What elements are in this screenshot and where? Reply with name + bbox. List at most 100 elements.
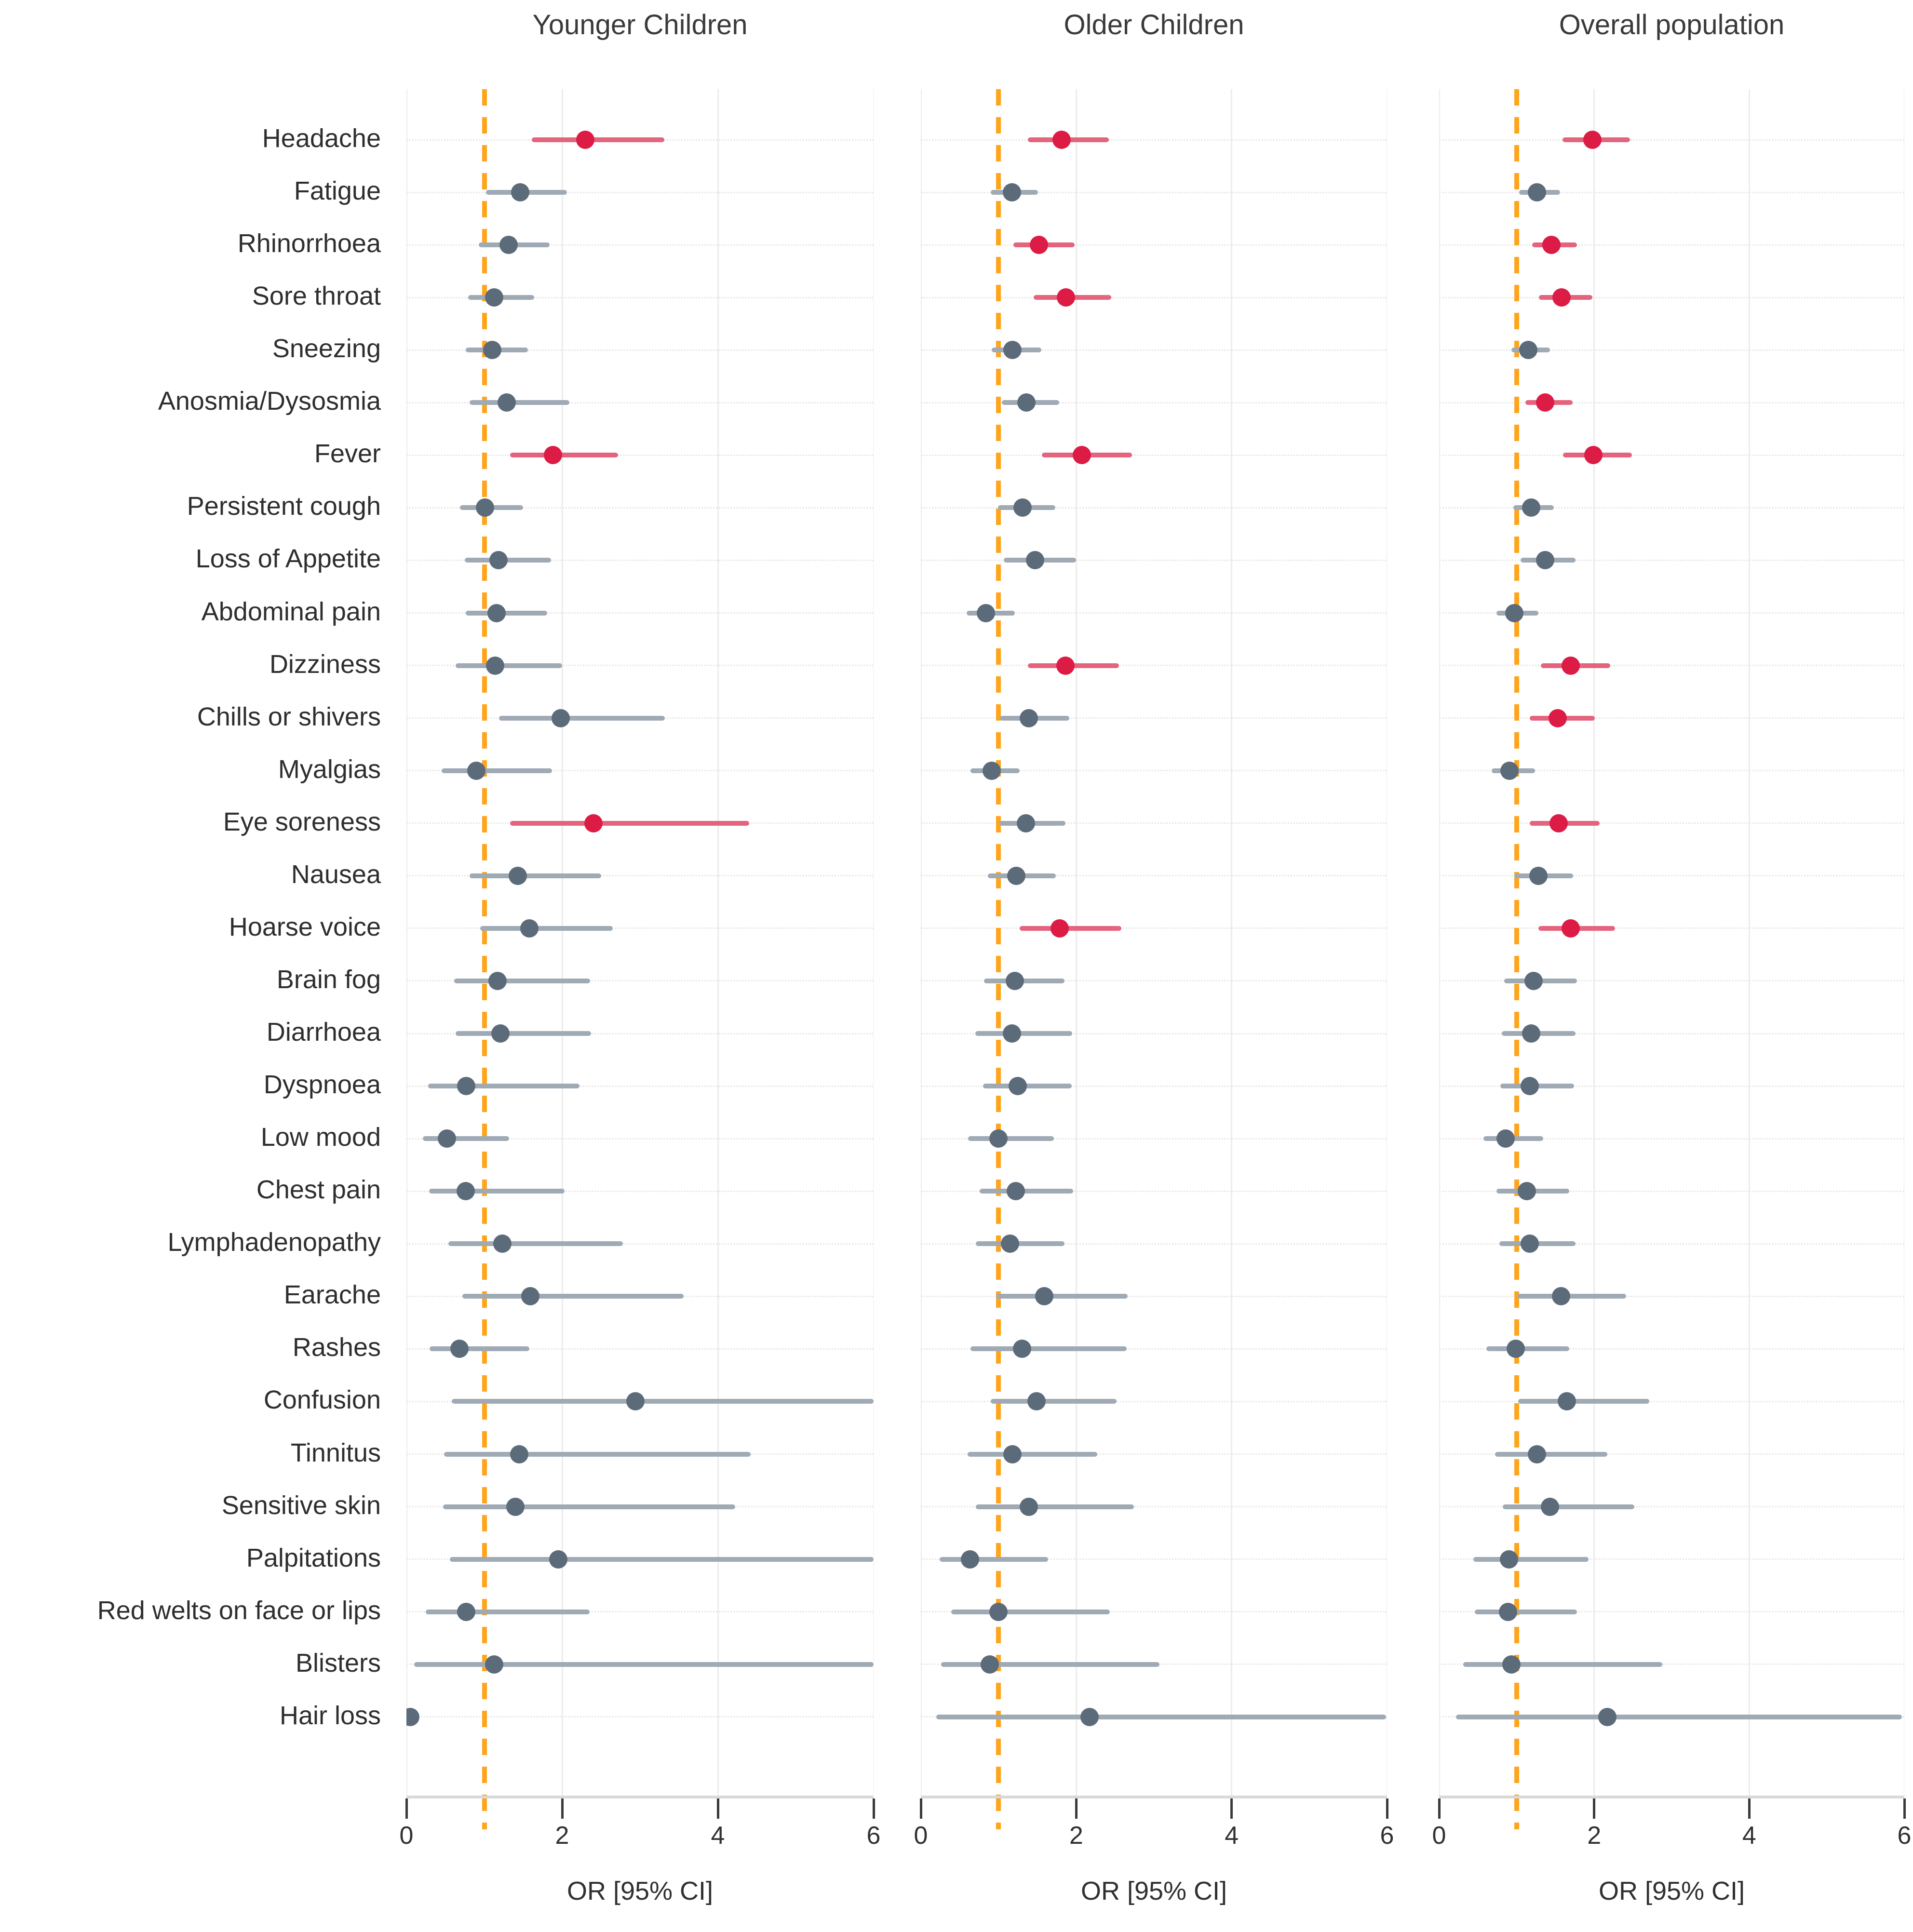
ci-bar (448, 1241, 623, 1247)
ci-bar (983, 1084, 1072, 1089)
point-estimate-dot (1003, 341, 1022, 360)
row-label: Loss of Appetite (195, 544, 381, 574)
point-estimate-dot (493, 1234, 512, 1253)
x-axis-line (921, 1796, 1387, 1798)
x-axis-tick (405, 1798, 408, 1819)
x-axis-tick-label: 4 (1742, 1822, 1756, 1850)
row-guide-line (1439, 349, 1904, 351)
point-estimate-dot (960, 1550, 979, 1569)
row-guide-line (406, 507, 874, 509)
row-guide-line (1439, 1243, 1904, 1245)
point-estimate-dot (576, 131, 595, 149)
point-estimate-dot (406, 1707, 420, 1726)
row-guide-line (406, 1033, 874, 1034)
row-guide-line (1439, 1453, 1904, 1455)
ci-bar (455, 663, 562, 668)
row-label: Dyspnoea (263, 1070, 381, 1100)
row-guide-line (406, 1190, 874, 1192)
row-guide-line (921, 980, 1387, 982)
row-guide-line (1439, 770, 1904, 772)
x-axis-tick (1230, 1798, 1233, 1819)
vertical-gridline (1439, 89, 1440, 1796)
point-estimate-dot (1500, 761, 1519, 780)
point-estimate-dot (457, 1602, 476, 1621)
row-label: Persistent cough (187, 492, 381, 521)
ci-bar (975, 1031, 1073, 1036)
row-label: Earache (283, 1280, 381, 1310)
row-label: Fatigue (294, 176, 381, 206)
x-axis-tick-label: 6 (1380, 1822, 1394, 1850)
ci-bar (510, 453, 619, 458)
row-label: Dizziness (269, 649, 381, 679)
row-label: Sensitive skin (221, 1490, 381, 1520)
point-estimate-dot (1035, 1287, 1054, 1306)
x-axis-tick (561, 1798, 564, 1819)
row-label: Palpitations (246, 1543, 381, 1572)
point-estimate-dot (1529, 866, 1548, 885)
row-guide-line (921, 454, 1387, 456)
point-estimate-dot (1507, 1340, 1525, 1358)
ci-bar (976, 1241, 1065, 1247)
row-guide-line (1439, 665, 1904, 667)
point-estimate-dot (1006, 971, 1024, 990)
ci-bar (1456, 1714, 1902, 1719)
row-guide-line (921, 1033, 1387, 1034)
point-estimate-dot (467, 761, 486, 780)
ci-bar (983, 978, 1065, 983)
point-estimate-dot (1080, 1707, 1099, 1726)
x-axis-tick-label: 2 (1587, 1822, 1602, 1850)
x-axis-tick-label: 4 (1225, 1822, 1239, 1850)
point-estimate-dot (1562, 919, 1580, 938)
vertical-gridline (921, 89, 922, 1796)
ci-bar (430, 1346, 530, 1352)
ci-bar (510, 820, 749, 826)
x-axis-label: OR [95% CI] (566, 1877, 714, 1905)
row-guide-line (1439, 1664, 1904, 1665)
ci-bar (1474, 1609, 1577, 1614)
point-estimate-dot (1052, 131, 1071, 149)
row-guide-line (921, 612, 1387, 614)
vertical-gridline (561, 89, 563, 1796)
row-guide-line (921, 1611, 1387, 1613)
point-estimate-dot (989, 1602, 1008, 1621)
point-estimate-dot (1549, 814, 1568, 832)
reference-line-or1 (482, 89, 487, 1829)
row-label: Red welts on face or lips (97, 1596, 381, 1625)
row-guide-line (1439, 717, 1904, 719)
panel-title: Overall population (1559, 9, 1785, 40)
point-estimate-dot (584, 814, 603, 832)
ci-bar (1463, 1662, 1663, 1667)
point-estimate-dot (456, 1182, 475, 1201)
point-estimate-dot (626, 1392, 645, 1411)
point-estimate-dot (1002, 183, 1021, 202)
ci-bar (450, 1556, 874, 1562)
row-guide-line (406, 770, 874, 772)
row-guide-line (921, 559, 1387, 561)
point-estimate-dot (520, 919, 539, 938)
point-estimate-dot (551, 709, 570, 727)
row-guide-line (406, 296, 874, 298)
point-estimate-dot (1505, 604, 1523, 622)
point-estimate-dot (1536, 551, 1555, 570)
point-estimate-dot (489, 551, 508, 570)
point-estimate-dot (543, 446, 562, 465)
point-estimate-dot (1551, 1287, 1570, 1306)
point-estimate-dot (1025, 551, 1044, 570)
point-estimate-dot (499, 236, 518, 255)
ci-bar (970, 1346, 1127, 1352)
ci-bar (936, 1714, 1387, 1719)
row-guide-line (921, 1558, 1387, 1560)
row-guide-line (1439, 1348, 1904, 1350)
x-axis-tick (872, 1798, 875, 1819)
row-guide-line (1439, 1295, 1904, 1297)
point-estimate-dot (521, 1287, 539, 1306)
x-axis-line (1439, 1796, 1904, 1798)
ci-bar (951, 1609, 1110, 1614)
x-axis-line (406, 1796, 874, 1798)
point-estimate-dot (1057, 288, 1076, 307)
row-label: Lymphadenopathy (167, 1228, 381, 1257)
ci-bar (941, 1662, 1159, 1667)
ci-bar (1486, 1346, 1570, 1352)
point-estimate-dot (1517, 1182, 1536, 1201)
row-guide-line (921, 296, 1387, 298)
